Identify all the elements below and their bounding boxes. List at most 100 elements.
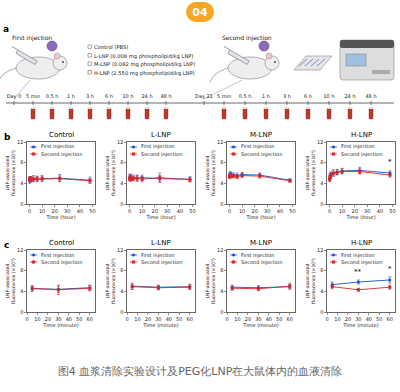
svg-text:0: 0 [125,316,128,322]
svg-text:20: 20 [152,208,158,214]
svg-text:L-LNP (0.008 mg phospholipid/k: L-LNP (0.008 mg phospholipid/kg LNP) [94,53,193,60]
svg-text:1 h: 1 h [67,93,75,99]
svg-text:First injection: First injection [141,252,174,259]
svg-text:Second injection: Second injection [341,151,382,158]
svg-text:0: 0 [328,208,331,214]
svg-text:First injection: First injection [41,252,74,259]
svg-text:8: 8 [120,159,123,165]
svg-text:12: 12 [217,139,223,145]
svg-text:0.5 h: 0.5 h [239,93,252,99]
svg-text:M-LNP: M-LNP [250,131,272,139]
svg-text:0: 0 [320,201,323,207]
svg-text:L-LNP: L-LNP [151,131,171,139]
svg-text:Second injection: Second injection [241,259,282,266]
svg-text:4: 4 [120,288,123,294]
svg-text:H-LNP: H-LNP [351,239,372,247]
svg-text:3 h: 3 h [86,93,94,99]
svg-text:M-LNP (0.082 mg phospholipid/k: M-LNP (0.082 mg phospholipid/kg LNP) [94,61,195,68]
svg-text:Second injection: Second injection [141,151,182,158]
svg-text:12: 12 [117,139,123,145]
svg-text:12: 12 [317,247,323,253]
svg-text:40: 40 [166,316,172,322]
svg-text:LNP-associatedfluorescence (×1: LNP-associatedfluorescence (×10⁵) [105,150,116,196]
svg-text:10: 10 [239,208,245,214]
svg-text:50: 50 [376,316,382,322]
svg-text:20: 20 [145,316,151,322]
svg-text:04: 04 [192,6,208,19]
svg-text:Second injection: Second injection [341,259,382,266]
svg-text:LNP-associatedfluorescence (×1: LNP-associatedfluorescence (×10⁵) [205,258,216,304]
svg-text:4: 4 [220,180,223,186]
svg-text:10: 10 [339,208,345,214]
svg-text:50: 50 [389,208,395,214]
svg-text:24 h: 24 h [344,93,355,99]
svg-text:First injection: First injection [12,34,52,42]
svg-text:40: 40 [377,208,383,214]
svg-text:5 min: 5 min [217,93,231,99]
svg-text:20: 20 [352,208,358,214]
svg-text:24 h: 24 h [141,93,152,99]
svg-text:30: 30 [55,316,61,322]
svg-text:6 h: 6 h [105,93,113,99]
svg-text:Control: Control [49,239,74,247]
svg-text:First injection: First injection [241,143,274,150]
svg-text:10: 10 [334,316,340,322]
svg-text:12: 12 [217,247,223,253]
svg-text:8: 8 [220,159,223,165]
svg-text:50: 50 [176,316,182,322]
svg-text:Day 21: Day 21 [195,93,213,100]
svg-text:8: 8 [220,267,223,273]
svg-text:10: 10 [234,316,240,322]
svg-text:Second injection: Second injection [222,34,272,42]
svg-text:60: 60 [187,316,193,322]
svg-text:60: 60 [87,316,93,322]
svg-text:8: 8 [120,267,123,273]
svg-text:0: 0 [325,316,328,322]
svg-text:10: 10 [139,208,145,214]
svg-text:50: 50 [89,208,95,214]
svg-text:20: 20 [252,208,258,214]
svg-text:10 h: 10 h [122,93,133,99]
svg-text:*: * [388,265,392,273]
svg-text:40: 40 [366,316,372,322]
svg-text:0: 0 [220,201,223,207]
svg-text:Time (hour): Time (hour) [145,214,175,220]
svg-text:LNP-associatedfluorescence (×1: LNP-associatedfluorescence (×10⁵) [5,150,16,196]
svg-text:LNP-associatedfluorescence (×1: LNP-associatedfluorescence (×10⁵) [5,258,16,304]
svg-text:10: 10 [134,316,140,322]
svg-text:0: 0 [225,316,228,322]
svg-text:H-LNP (2.550 mg phospholipid/k: H-LNP (2.550 mg phospholipid/kg LNP) [94,70,195,77]
svg-text:LNP-associatedfluorescence (×1: LNP-associatedfluorescence (×10⁵) [205,150,216,196]
svg-text:4: 4 [120,180,123,186]
svg-text:Second injection: Second injection [41,151,82,158]
svg-text:50: 50 [276,316,282,322]
svg-text:5 min: 5 min [26,93,40,99]
svg-text:30: 30 [255,316,261,322]
svg-text:First injection: First injection [241,252,274,259]
svg-text:40: 40 [277,208,283,214]
svg-text:20: 20 [45,316,51,322]
svg-text:12: 12 [17,247,23,253]
svg-text:30: 30 [164,208,170,214]
svg-text:20: 20 [245,316,251,322]
svg-text:0: 0 [120,309,123,315]
svg-text:50: 50 [189,208,195,214]
svg-text:Time (minute): Time (minute) [342,322,378,328]
svg-text:0.5 h: 0.5 h [46,93,59,99]
svg-text:0: 0 [320,309,323,315]
svg-text:6 h: 6 h [304,93,312,99]
svg-text:Time (hour): Time (hour) [345,214,375,220]
svg-text:L-LNP: L-LNP [151,239,171,247]
svg-text:0: 0 [228,208,231,214]
svg-text:8: 8 [320,267,323,273]
svg-text:12: 12 [17,139,23,145]
svg-text:4: 4 [320,180,323,186]
svg-text:60: 60 [287,316,293,322]
svg-text:48 h: 48 h [160,93,171,99]
svg-text:*: * [388,158,392,166]
svg-text:50: 50 [289,208,295,214]
svg-text:40: 40 [177,208,183,214]
svg-text:Time (hour): Time (hour) [45,214,75,220]
svg-text:0: 0 [20,309,23,315]
svg-text:12: 12 [117,247,123,253]
